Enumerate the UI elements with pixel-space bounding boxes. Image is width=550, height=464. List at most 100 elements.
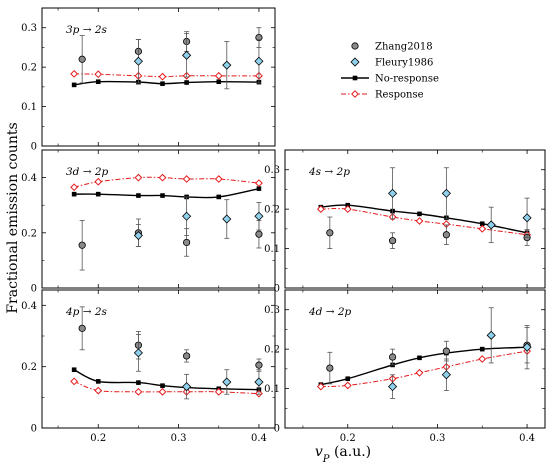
x-tick-label: 0.4 bbox=[519, 433, 535, 444]
y-tick-label: 0.4 bbox=[21, 301, 37, 312]
legend-marker-resp bbox=[351, 90, 359, 98]
data-point-fleury bbox=[486, 220, 496, 230]
data-point-resp bbox=[94, 177, 103, 186]
data-point-resp bbox=[316, 382, 325, 391]
data-point-resp bbox=[70, 377, 79, 386]
y-tick-label: 0.3 bbox=[264, 165, 280, 176]
data-point-resp bbox=[478, 355, 487, 363]
data-point-fleury bbox=[441, 188, 451, 198]
data-point-noresp bbox=[479, 346, 485, 352]
data-point-noresp bbox=[71, 367, 77, 373]
y-tick-label: 0.1 bbox=[264, 384, 280, 395]
y-tick-label: 0 bbox=[31, 142, 37, 153]
y-tick-label: 0.2 bbox=[21, 63, 37, 74]
series-line-noresp bbox=[74, 80, 259, 86]
x-axis-title-subscript: P bbox=[322, 454, 330, 464]
legend-marker-zhang bbox=[351, 42, 359, 50]
data-point-fleury bbox=[254, 377, 264, 387]
x-tick-label: 0.3 bbox=[429, 433, 445, 444]
legend-entry-zhang: Zhang2018 bbox=[351, 42, 433, 53]
data-point-zhang bbox=[78, 241, 86, 249]
data-point-resp bbox=[316, 205, 325, 214]
data-point-zhang bbox=[255, 230, 263, 238]
series-resp bbox=[70, 69, 263, 81]
data-point-zhang bbox=[326, 229, 334, 237]
series-resp bbox=[70, 377, 263, 398]
data-point-noresp bbox=[71, 82, 77, 88]
legend-entry-fleury: Fleury1986 bbox=[350, 57, 433, 69]
data-point-resp bbox=[134, 387, 143, 396]
y-tick-label: 0.2 bbox=[21, 228, 37, 239]
data-point-zhang bbox=[388, 353, 397, 361]
data-point-resp bbox=[415, 217, 424, 225]
y-tick-label: 0.1 bbox=[264, 244, 280, 255]
data-point-zhang bbox=[442, 347, 450, 355]
data-point-resp bbox=[214, 71, 223, 80]
panel-s2p: 0 0.1 0.2 0.3 4s → 2p bbox=[264, 149, 546, 295]
data-point-noresp bbox=[345, 376, 351, 382]
data-point-resp bbox=[94, 386, 103, 395]
data-point-fleury bbox=[388, 382, 398, 392]
data-point-fleury bbox=[182, 211, 192, 221]
data-point-noresp bbox=[71, 191, 77, 197]
data-point-zhang bbox=[78, 324, 86, 332]
series-fleury bbox=[133, 196, 264, 248]
x-tick-label: 0.2 bbox=[90, 433, 106, 444]
data-point-resp bbox=[214, 387, 223, 396]
data-point-zhang bbox=[255, 361, 263, 369]
series-noresp bbox=[71, 367, 262, 392]
data-point-zhang bbox=[183, 238, 191, 247]
y-tick-label: 0.4 bbox=[21, 173, 37, 184]
panel-label: 3p → 2s bbox=[66, 24, 108, 36]
data-point-resp bbox=[478, 224, 487, 233]
y-tick-label: 0.2 bbox=[21, 362, 37, 373]
panel-label: 4s → 2p bbox=[308, 166, 350, 178]
plot-frame bbox=[284, 149, 546, 289]
series-zhang bbox=[78, 218, 263, 271]
data-point-fleury bbox=[254, 211, 264, 221]
data-point-resp bbox=[134, 173, 143, 182]
panel-d2p4: 0 0.1 0.2 0.3 0.2 0.3 0.4 4d → 2p bbox=[264, 289, 546, 444]
series-resp bbox=[316, 347, 531, 391]
legend-entry-resp: Response bbox=[341, 90, 424, 101]
y-tick-label: 0 bbox=[31, 424, 37, 435]
legend-label-noresp: No-response bbox=[375, 74, 439, 85]
data-point-fleury bbox=[388, 188, 398, 198]
panel-label: 4d → 2p bbox=[308, 306, 352, 318]
data-point-fleury bbox=[254, 56, 264, 66]
data-point-fleury bbox=[222, 214, 232, 224]
y-tick-label: 0.1 bbox=[21, 102, 37, 113]
y-tick-label: 0 bbox=[31, 284, 37, 295]
x-axis-title: vP (a.u.) bbox=[315, 444, 371, 464]
data-point-resp bbox=[415, 368, 424, 377]
data-point-fleury bbox=[441, 370, 451, 380]
data-point-resp bbox=[70, 183, 79, 192]
data-point-resp bbox=[158, 72, 167, 81]
data-point-resp bbox=[158, 173, 167, 182]
series-line-noresp bbox=[73, 369, 259, 391]
panel-label: 4p → 2s bbox=[65, 306, 108, 318]
series-resp bbox=[316, 205, 531, 239]
data-point-resp bbox=[94, 70, 103, 79]
data-point-noresp bbox=[216, 194, 222, 200]
data-point-noresp bbox=[95, 191, 101, 197]
data-point-resp bbox=[343, 205, 352, 214]
data-point-noresp bbox=[345, 202, 351, 208]
data-point-resp bbox=[182, 175, 191, 183]
data-point-zhang bbox=[78, 55, 86, 63]
legend-marker-fleury bbox=[350, 57, 360, 67]
series-noresp bbox=[71, 186, 262, 200]
data-point-zhang bbox=[388, 237, 397, 245]
series-line-noresp bbox=[74, 187, 260, 199]
data-point-noresp bbox=[216, 79, 222, 85]
y-tick-label: 0.3 bbox=[264, 305, 280, 316]
x-axis-title-unit: (a.u.) bbox=[330, 444, 372, 460]
panel-label: 3d → 2p bbox=[66, 166, 109, 178]
series-resp bbox=[70, 173, 263, 192]
data-point-resp bbox=[158, 387, 167, 396]
series-noresp bbox=[318, 344, 530, 387]
data-point-noresp bbox=[256, 186, 262, 191]
y-tick-label: 0 bbox=[274, 424, 280, 435]
y-axis-title: Fractional emission counts bbox=[5, 122, 21, 313]
